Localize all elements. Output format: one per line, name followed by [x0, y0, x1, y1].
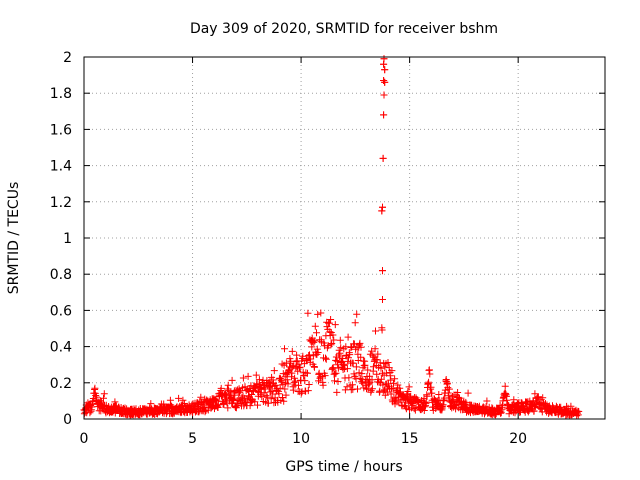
y-tick-label: 1.8 [50, 86, 72, 102]
x-axis-label: GPS time / hours [285, 459, 402, 475]
srmtid-points [80, 55, 583, 420]
plot-frame [83, 56, 606, 420]
y-axis-label: SRMTID / TECUs [6, 182, 22, 295]
outlier-point [379, 154, 387, 162]
outlier-point [380, 111, 388, 119]
axis-ticks: 0 5 10 15 20 0 0.2 0.4 0.6 0.8 1 1.2 1.4 1.6 1.8 2 [50, 50, 605, 447]
outlier-point [381, 78, 389, 86]
x-tick-label: 20 [509, 431, 527, 447]
y-tick-label: 1 [63, 231, 72, 247]
x-tick-label: 5 [188, 431, 197, 447]
y-tick-label: 1.4 [50, 159, 72, 175]
chart-title: Day 309 of 2020, SRMTID for receiver bsh… [190, 21, 498, 37]
y-tick-label: 0 [63, 412, 72, 428]
x-tick-label: 0 [80, 431, 89, 447]
y-tick-label: 0.6 [50, 303, 72, 319]
outlier-point [380, 77, 388, 85]
data-points [80, 55, 583, 420]
x-tick-label: 15 [401, 431, 419, 447]
outlier-point [381, 66, 389, 74]
y-tick-label: 1.2 [50, 195, 72, 211]
outlier-point [380, 55, 388, 63]
outlier-point [378, 203, 386, 211]
y-tick-label: 2 [63, 50, 72, 66]
outlier-point [378, 296, 386, 304]
y-tick-label: 0.4 [50, 340, 72, 356]
outlier-point [378, 267, 386, 275]
x-tick-label: 10 [292, 431, 310, 447]
y-tick-label: 1.6 [50, 122, 72, 138]
outlier-point [380, 91, 388, 99]
y-tick-label: 0.2 [50, 376, 72, 392]
y-tick-label: 0.8 [50, 267, 72, 283]
outlier-point [378, 207, 386, 215]
